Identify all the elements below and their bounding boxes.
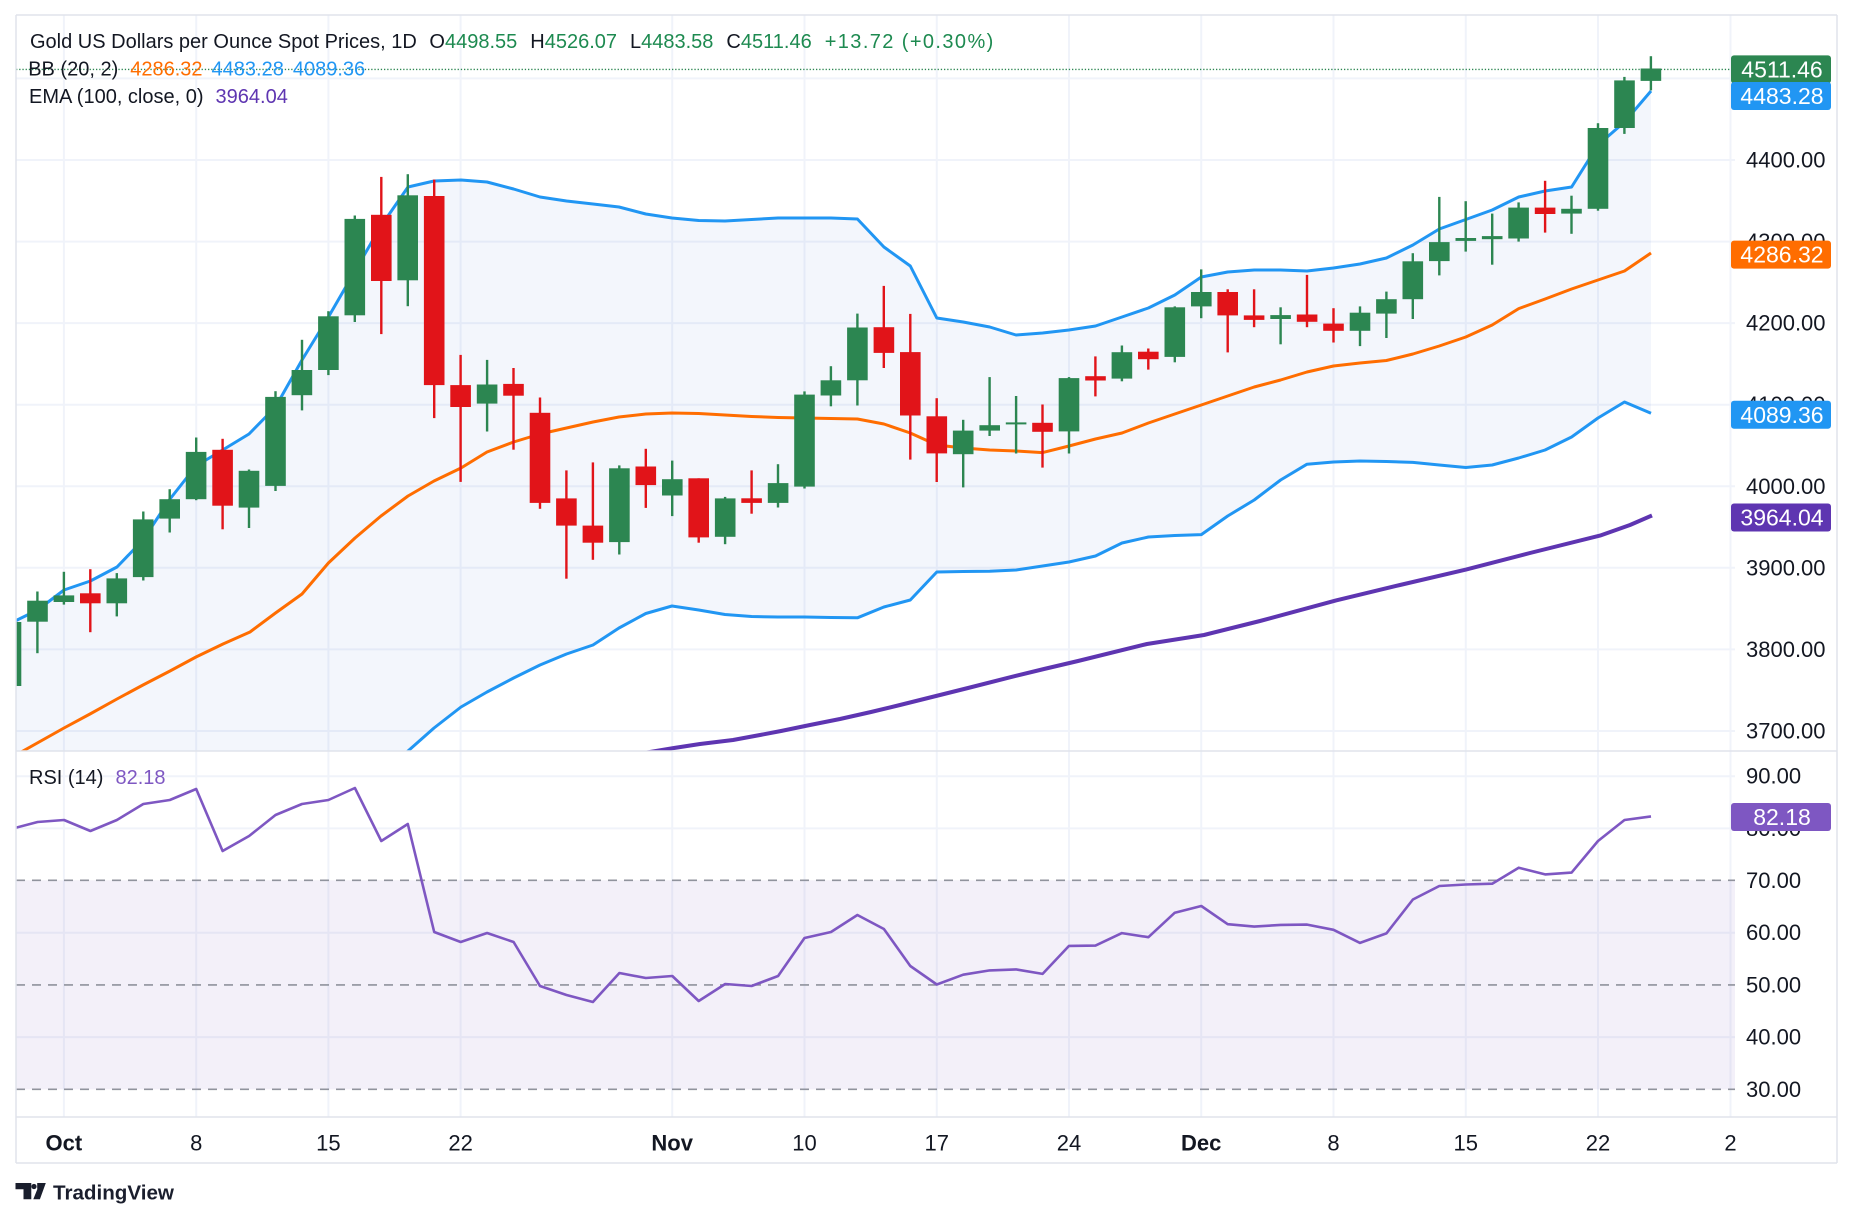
svg-text:Oct: Oct xyxy=(46,1131,83,1156)
svg-text:70.00: 70.00 xyxy=(1746,868,1801,893)
svg-text:3800.00: 3800.00 xyxy=(1746,637,1826,662)
svg-text:15: 15 xyxy=(316,1131,340,1156)
svg-text:Gold US Dollars per Ounce Spot: Gold US Dollars per Ounce Spot Prices, 1… xyxy=(30,31,417,53)
svg-text:Dec: Dec xyxy=(1181,1131,1221,1156)
svg-text:4483.28: 4483.28 xyxy=(1740,83,1823,109)
svg-text:50.00: 50.00 xyxy=(1746,972,1801,997)
svg-text:TradingView: TradingView xyxy=(53,1182,175,1205)
svg-text:3700.00: 3700.00 xyxy=(1746,719,1826,744)
svg-text:4400.00: 4400.00 xyxy=(1746,148,1826,173)
svg-text:Nov: Nov xyxy=(651,1131,693,1156)
svg-text:4511.46: 4511.46 xyxy=(1741,56,1822,82)
svg-text:3964.04: 3964.04 xyxy=(1740,505,1823,531)
svg-text:40.00: 40.00 xyxy=(1746,1025,1801,1050)
svg-text:60.00: 60.00 xyxy=(1746,920,1801,945)
svg-text:22: 22 xyxy=(1586,1131,1610,1156)
svg-text:EMA (100, close, 0)3964.04: EMA (100, close, 0) 3964.04 xyxy=(29,86,288,108)
svg-text:90.00: 90.00 xyxy=(1746,764,1801,789)
svg-text:4000.00: 4000.00 xyxy=(1746,474,1826,499)
svg-text:22: 22 xyxy=(448,1131,472,1156)
svg-text:10: 10 xyxy=(792,1131,816,1156)
svg-text:3900.00: 3900.00 xyxy=(1746,555,1826,580)
svg-text:24: 24 xyxy=(1057,1131,1081,1156)
svg-text:8: 8 xyxy=(1327,1131,1339,1156)
svg-text:4286.32: 4286.32 xyxy=(1740,242,1823,268)
svg-text:17: 17 xyxy=(925,1131,949,1156)
svg-text:8: 8 xyxy=(190,1131,202,1156)
svg-text:RSI (14)82.18: RSI (14) 82.18 xyxy=(29,767,166,789)
svg-text:2: 2 xyxy=(1724,1131,1736,1156)
svg-text:82.18: 82.18 xyxy=(1753,804,1811,830)
svg-text:4200.00: 4200.00 xyxy=(1746,311,1826,336)
svg-text:15: 15 xyxy=(1454,1131,1478,1156)
svg-text:4089.36: 4089.36 xyxy=(1740,402,1823,428)
svg-text:30.00: 30.00 xyxy=(1746,1077,1801,1102)
